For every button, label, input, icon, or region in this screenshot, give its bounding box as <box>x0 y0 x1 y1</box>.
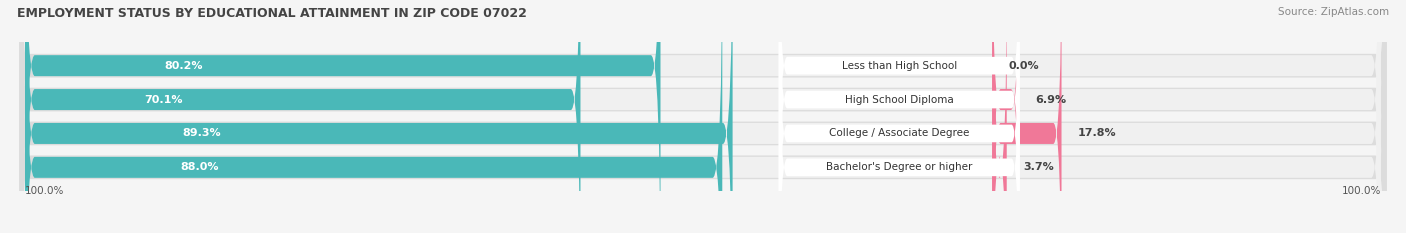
Text: Less than High School: Less than High School <box>842 61 957 71</box>
Text: Bachelor's Degree or higher: Bachelor's Degree or higher <box>827 162 973 172</box>
FancyBboxPatch shape <box>779 0 1019 233</box>
FancyBboxPatch shape <box>993 0 1019 233</box>
Text: 100.0%: 100.0% <box>25 186 65 196</box>
Text: 100.0%: 100.0% <box>1341 186 1381 196</box>
Text: 70.1%: 70.1% <box>145 95 183 105</box>
Text: 80.2%: 80.2% <box>165 61 204 71</box>
Text: EMPLOYMENT STATUS BY EDUCATIONAL ATTAINMENT IN ZIP CODE 07022: EMPLOYMENT STATUS BY EDUCATIONAL ATTAINM… <box>17 7 527 20</box>
Text: 88.0%: 88.0% <box>180 162 219 172</box>
Text: 3.7%: 3.7% <box>1024 162 1054 172</box>
Text: 17.8%: 17.8% <box>1078 128 1116 138</box>
FancyBboxPatch shape <box>779 0 1019 233</box>
FancyBboxPatch shape <box>779 0 1019 233</box>
FancyBboxPatch shape <box>25 0 1381 233</box>
Text: High School Diploma: High School Diploma <box>845 95 953 105</box>
FancyBboxPatch shape <box>25 0 661 233</box>
Text: 6.9%: 6.9% <box>1036 95 1067 105</box>
FancyBboxPatch shape <box>25 0 1381 233</box>
Text: College / Associate Degree: College / Associate Degree <box>830 128 970 138</box>
FancyBboxPatch shape <box>25 0 1381 233</box>
FancyBboxPatch shape <box>20 0 1386 233</box>
Text: Source: ZipAtlas.com: Source: ZipAtlas.com <box>1278 7 1389 17</box>
FancyBboxPatch shape <box>993 0 1007 233</box>
FancyBboxPatch shape <box>25 0 1381 233</box>
FancyBboxPatch shape <box>25 0 723 233</box>
FancyBboxPatch shape <box>993 0 1062 233</box>
FancyBboxPatch shape <box>779 0 1019 233</box>
FancyBboxPatch shape <box>20 0 1386 233</box>
Text: 89.3%: 89.3% <box>183 128 221 138</box>
Text: 0.0%: 0.0% <box>1010 61 1039 71</box>
FancyBboxPatch shape <box>20 0 1386 233</box>
FancyBboxPatch shape <box>25 0 581 233</box>
FancyBboxPatch shape <box>20 0 1386 233</box>
FancyBboxPatch shape <box>25 0 733 233</box>
